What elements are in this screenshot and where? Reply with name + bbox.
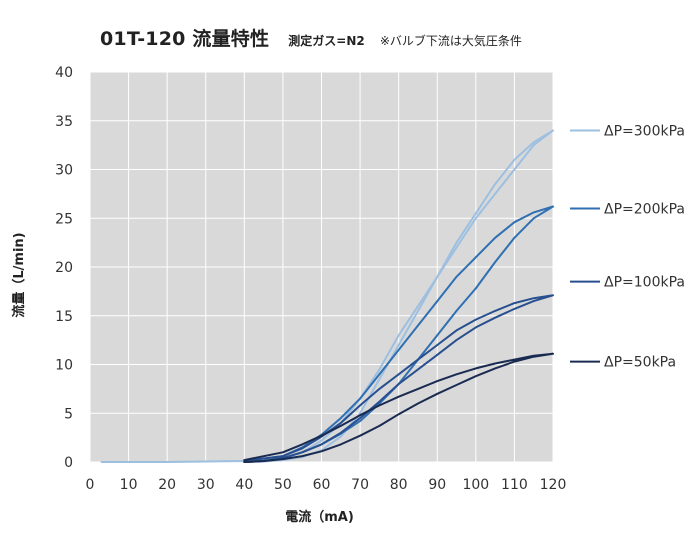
y-tick-label: 30	[55, 163, 73, 179]
y-tick-label: 5	[64, 406, 73, 422]
x-tick-label: 80	[390, 477, 408, 493]
y-tick-label: 40	[55, 65, 73, 81]
gas-condition-label: 測定ガス=N2	[288, 34, 365, 48]
y-tick-label: 0	[64, 455, 73, 471]
legend: ΔP=300kPa ΔP=200kPa ΔP=100kPa ΔP=50kPa	[570, 124, 685, 371]
x-axis-title: 電流（mA)	[285, 509, 354, 525]
y-axis-title: 流量（L/min)	[11, 232, 27, 317]
x-tick-label: 120	[540, 477, 567, 493]
x-tick-label: 0	[86, 477, 95, 493]
legend-label: ΔP=100kPa	[604, 275, 685, 291]
y-tick-label: 25	[55, 211, 73, 227]
y-tick-label: 35	[55, 114, 73, 130]
y-tick-label: 20	[55, 260, 73, 276]
legend-label: ΔP=200kPa	[604, 202, 685, 218]
x-tick-label: 20	[158, 477, 176, 493]
pressure-condition-note: ※バルブ下流は大気圧条件	[379, 34, 522, 48]
legend-label: ΔP=50kPa	[604, 355, 676, 371]
x-tick-label: 40	[235, 477, 253, 493]
y-tick-label: 15	[55, 309, 73, 325]
x-tick-label: 70	[351, 477, 369, 493]
x-tick-label: 10	[120, 477, 138, 493]
series-line	[243, 294, 554, 463]
x-tick-label: 100	[462, 477, 489, 493]
x-tick-label: 50	[274, 477, 292, 493]
legend-label: ΔP=300kPa	[604, 124, 685, 140]
x-tick-label: 110	[501, 477, 528, 493]
axis-ticks: 0 5 10 15 20 25 30 35 40 0 10 20 30 40 50 60 70 80 90 100 11…	[55, 65, 566, 493]
x-tick-label: 90	[428, 477, 446, 493]
chart-header: 01T-120 流量特性 測定ガス=N2 ※バルブ下流は大気圧条件	[100, 24, 522, 51]
x-tick-label: 60	[313, 477, 331, 493]
series-lines	[100, 129, 554, 463]
y-tick-label: 10	[55, 358, 73, 374]
x-tick-label: 30	[197, 477, 215, 493]
series-line	[243, 352, 554, 463]
chart-title: 01T-120 流量特性	[100, 28, 270, 50]
